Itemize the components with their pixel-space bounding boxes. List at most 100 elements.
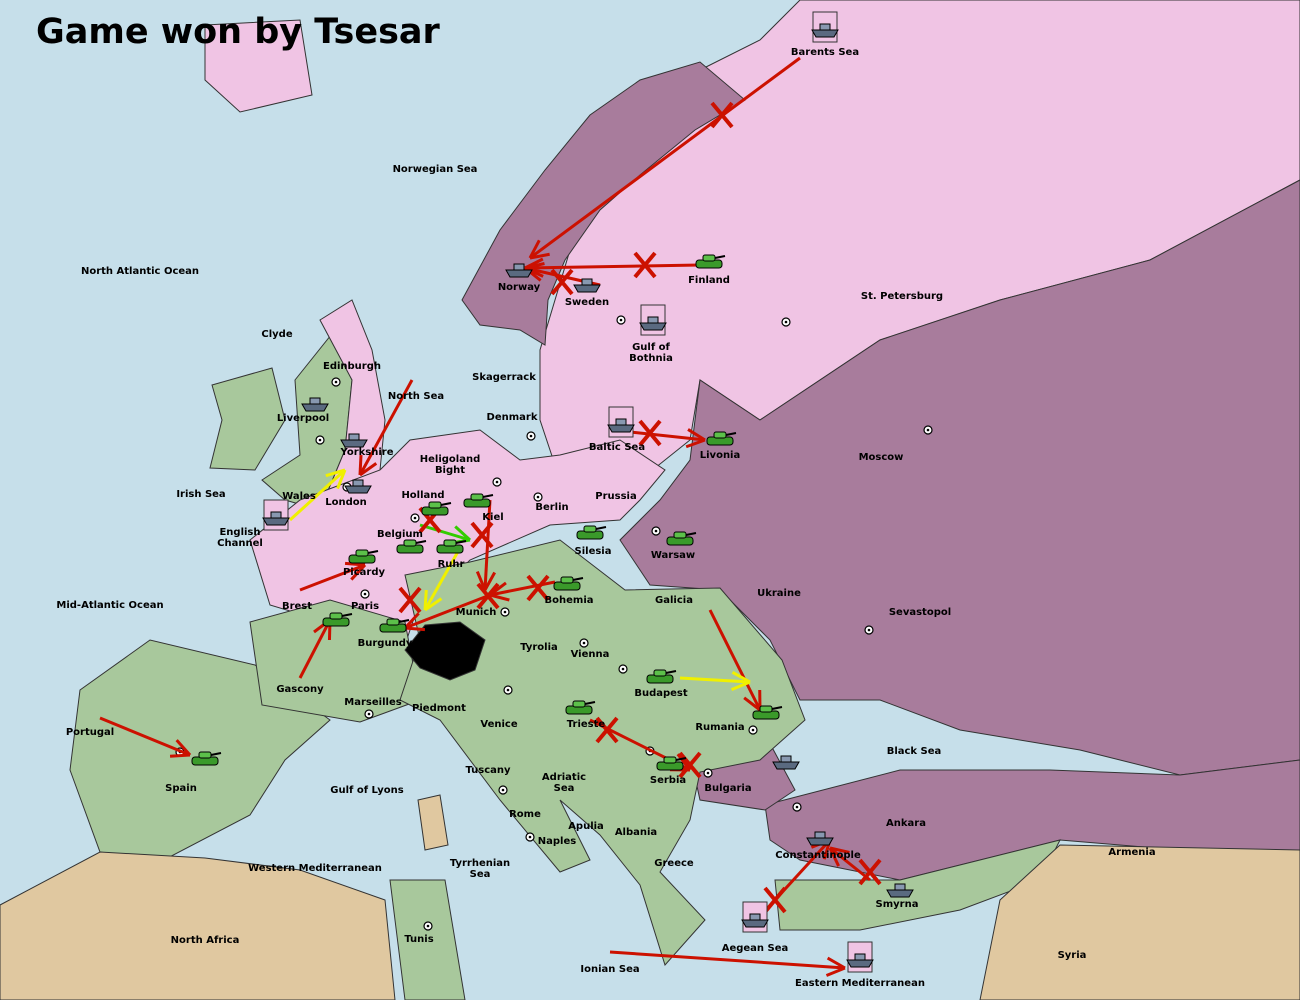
fleet-unit-0[interactable] xyxy=(811,11,839,43)
region-switzerland xyxy=(404,621,486,681)
army-unit-19[interactable] xyxy=(379,618,410,633)
province-label: Livonia xyxy=(700,450,740,461)
army-unit-17[interactable] xyxy=(348,549,379,564)
province-labels: Barents Sea Norwegian Sea North Atlantic O… xyxy=(56,47,1155,989)
region-russia xyxy=(619,179,1300,776)
province-label: Prussia xyxy=(595,491,636,502)
order-arrow xyxy=(358,379,414,476)
ship-icon xyxy=(639,322,667,331)
province-label: Constantinople xyxy=(775,850,861,861)
order-arrow xyxy=(288,468,347,522)
region-syria xyxy=(979,844,1300,1000)
fleet-unit-28[interactable] xyxy=(886,883,914,898)
order-arrow xyxy=(524,263,701,270)
order-arrow xyxy=(829,846,871,882)
order-arrow xyxy=(529,56,801,260)
units xyxy=(191,11,914,973)
ship-icon xyxy=(573,284,601,293)
province-label: Yorkshire xyxy=(340,447,394,458)
province-label: Tyrrhenian Sea xyxy=(450,858,510,880)
fleet-unit-2[interactable] xyxy=(573,278,601,293)
fleet-unit-10[interactable] xyxy=(262,499,290,531)
army-unit-11[interactable] xyxy=(463,493,494,508)
province-label: Trieste xyxy=(567,719,606,730)
order-arrow xyxy=(483,499,492,591)
order-arrow xyxy=(629,430,706,442)
province-label: Silesia xyxy=(575,546,612,557)
failed-order-cross-icon xyxy=(638,419,662,447)
fleet-unit-1[interactable] xyxy=(505,263,533,278)
order-arrow xyxy=(679,676,751,684)
province-label: Marseilles xyxy=(344,697,401,708)
ship-icon xyxy=(806,837,834,846)
province-label: Albania xyxy=(615,827,657,838)
ship-icon xyxy=(262,517,290,526)
province-label: Bulgaria xyxy=(704,783,751,794)
province-label: Budapest xyxy=(634,688,688,699)
ship-icon xyxy=(607,424,635,433)
failed-order-cross-icon xyxy=(476,582,500,610)
fleet-unit-30[interactable] xyxy=(846,941,874,973)
province-label: Skagerrack xyxy=(472,372,536,383)
province-label: Kiel xyxy=(482,512,503,523)
army-unit-16[interactable] xyxy=(666,531,697,546)
failed-order-cross-icon xyxy=(526,574,550,602)
province-label: Vienna xyxy=(571,649,610,660)
province-label: Brest xyxy=(282,601,312,612)
army-unit-14[interactable] xyxy=(436,539,467,554)
province-label: Ruhr xyxy=(438,559,465,570)
fleet-unit-8[interactable] xyxy=(340,433,368,448)
province-label: Apulia xyxy=(568,821,604,832)
army-unit-13[interactable] xyxy=(396,539,427,554)
province-label: Liverpool xyxy=(277,413,329,424)
failed-order-cross-icon xyxy=(550,268,574,296)
region-sardinia xyxy=(417,794,449,851)
fleet-unit-7[interactable] xyxy=(301,397,329,412)
province-label: Smyrna xyxy=(876,899,919,910)
army-unit-20[interactable] xyxy=(553,576,584,591)
province-label: Tuscany xyxy=(465,765,511,776)
province-label: Gulf of Bothnia xyxy=(629,342,673,364)
province-label: Tunis xyxy=(404,934,433,945)
province-label: Ukraine xyxy=(757,588,801,599)
army-unit-12[interactable] xyxy=(421,501,452,516)
province-label: Bohemia xyxy=(545,595,594,606)
province-label: Naples xyxy=(538,836,576,847)
region-central xyxy=(399,539,806,966)
fleet-unit-5[interactable] xyxy=(607,406,635,438)
fleet-unit-9[interactable] xyxy=(344,479,372,494)
province-label: Denmark xyxy=(487,412,538,423)
army-unit-22[interactable] xyxy=(752,705,783,720)
order-arrow xyxy=(489,580,556,597)
army-unit-15[interactable] xyxy=(576,525,607,540)
failed-order-cross-icon xyxy=(470,521,494,549)
province-label: Galicia xyxy=(655,595,693,606)
province-label: Edinburgh xyxy=(323,361,381,372)
province-label: Ionian Sea xyxy=(580,964,639,975)
army-unit-25[interactable] xyxy=(656,756,687,771)
province-label: Norway xyxy=(498,282,541,293)
game-title: Game won by Tsesar xyxy=(36,12,440,52)
fleet-unit-4[interactable] xyxy=(639,304,667,336)
fleet-unit-26[interactable] xyxy=(772,755,800,770)
province-label: Wales xyxy=(282,491,316,502)
army-unit-24[interactable] xyxy=(565,700,596,715)
province-label: St. Petersburg xyxy=(861,291,943,302)
ship-icon xyxy=(505,269,533,278)
province-label: Finland xyxy=(688,275,730,286)
fleet-unit-27[interactable] xyxy=(806,831,834,846)
province-label: North Atlantic Ocean xyxy=(81,266,199,277)
ship-icon xyxy=(811,29,839,38)
failed-order-cross-icon xyxy=(710,101,734,129)
province-label: English Channel xyxy=(217,527,263,549)
army-unit-6[interactable] xyxy=(706,431,737,446)
army-unit-23[interactable] xyxy=(191,751,222,766)
army-unit-18[interactable] xyxy=(322,612,353,627)
army-unit-3[interactable] xyxy=(695,254,726,269)
order-arrow xyxy=(708,609,762,711)
fleet-unit-29[interactable] xyxy=(741,901,769,933)
army-unit-21[interactable] xyxy=(646,669,677,684)
province-label: Portugal xyxy=(66,727,114,738)
